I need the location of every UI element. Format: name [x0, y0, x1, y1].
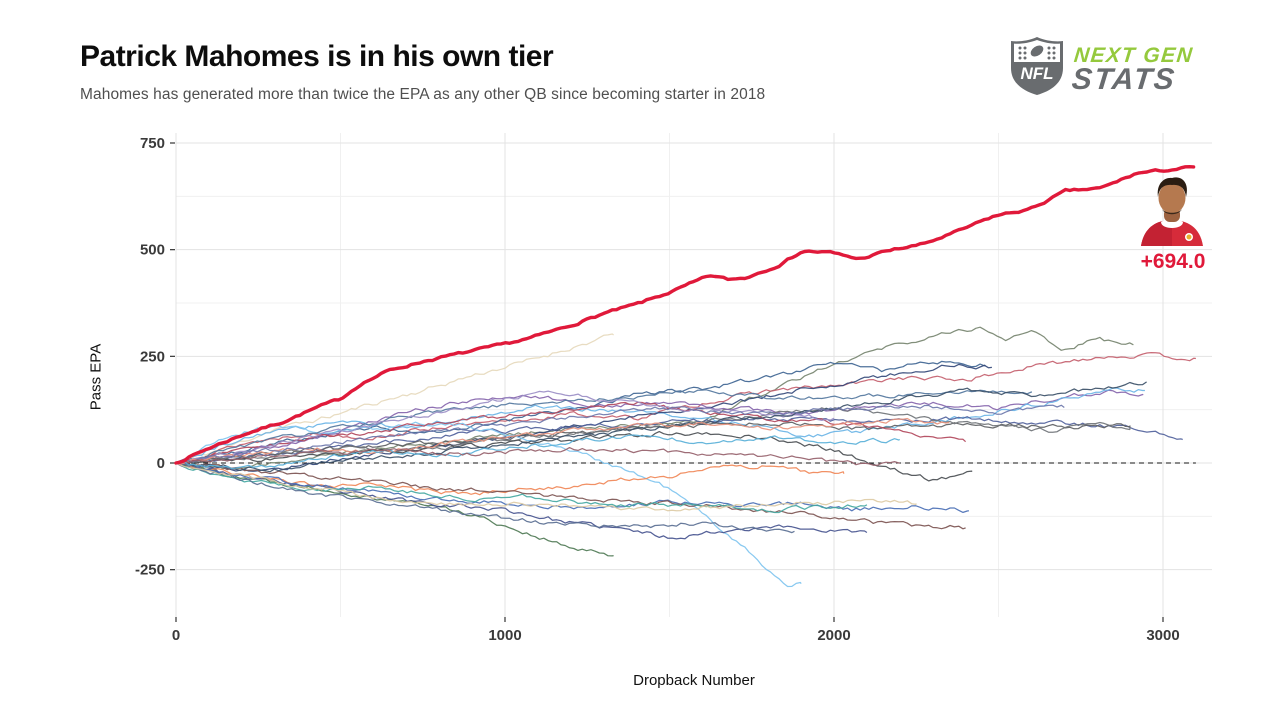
qb-lines — [175, 326, 1196, 588]
major-gridlines — [175, 133, 1212, 617]
x-axis-title: Dropback Number — [633, 672, 755, 689]
mahomes-final-epa-label: +694.0 — [1140, 250, 1206, 273]
svg-text:NFL: NFL — [1020, 64, 1053, 83]
page-title: Patrick Mahomes is in his own tier — [80, 40, 554, 73]
svg-text:0: 0 — [172, 627, 180, 644]
mahomes-line — [174, 165, 1196, 465]
next-gen-stats-logo: NFL NEXT GEN STATS — [1008, 36, 1223, 96]
nfl-shield-icon: NFL — [1011, 37, 1063, 95]
svg-text:0: 0 — [157, 455, 165, 472]
minor-gridlines — [176, 133, 1212, 617]
svg-text:750: 750 — [140, 135, 165, 152]
page-subtitle: Mahomes has generated more than twice th… — [80, 86, 766, 103]
svg-text:1000: 1000 — [488, 627, 521, 644]
svg-text:500: 500 — [140, 242, 165, 259]
mahomes-headshot — [1141, 177, 1203, 246]
svg-text:3000: 3000 — [1146, 627, 1179, 644]
svg-text:-250: -250 — [135, 562, 165, 579]
axis-tick-labels: 0 1000 2000 3000 -250 0 250 500 750 — [135, 135, 1180, 644]
y-axis-title: Pass EPA — [87, 343, 105, 411]
axis-ticks — [170, 142, 1164, 622]
svg-text:250: 250 — [140, 348, 165, 365]
svg-text:2000: 2000 — [817, 627, 850, 644]
